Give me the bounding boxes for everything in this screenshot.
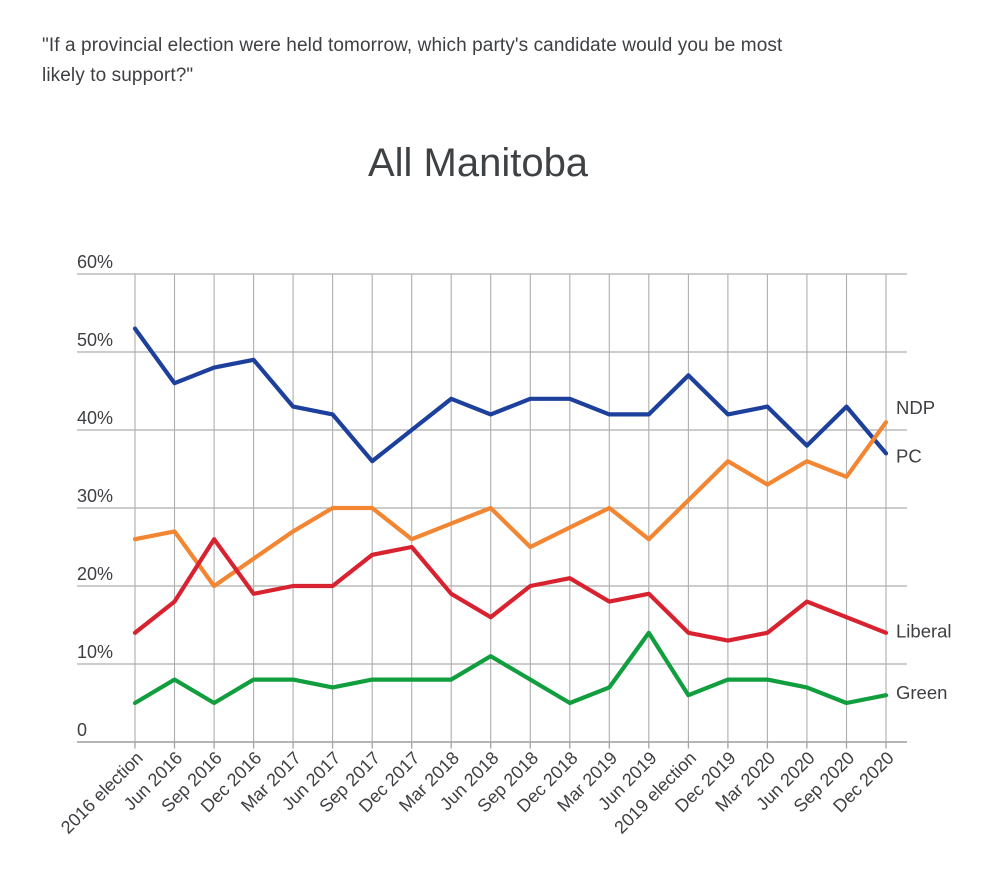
y-axis-label: 30% — [77, 486, 113, 506]
survey-question-line2: likely to support?" — [42, 64, 194, 86]
series-label-ndp: NDP — [896, 397, 935, 418]
y-axis-label: 0 — [77, 720, 87, 740]
y-axis-label: 50% — [77, 330, 113, 350]
y-axis-label: 40% — [77, 408, 113, 428]
y-axis-label: 10% — [77, 642, 113, 662]
series-line-green — [132, 630, 889, 706]
survey-question-line1: "If a provincial election were held tomo… — [42, 35, 783, 56]
series-label-green: Green — [896, 682, 947, 703]
survey-question: "If a provincial election were held tomo… — [42, 31, 782, 90]
y-axis-label: 20% — [77, 564, 113, 584]
series-label-liberal: Liberal — [896, 621, 952, 642]
series-line-liberal — [132, 537, 889, 643]
y-axis-label: 60% — [77, 252, 113, 272]
chart-title: All Manitoba — [367, 141, 589, 185]
series-line-ndp — [132, 420, 889, 589]
series-label-pc: PC — [896, 445, 922, 466]
series-line-pc — [132, 326, 889, 464]
